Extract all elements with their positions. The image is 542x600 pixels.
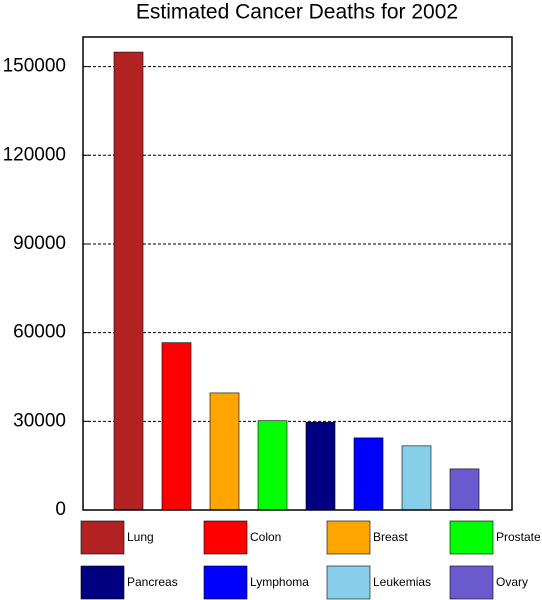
y-tick-label: 30000 xyxy=(13,410,66,431)
legend-swatch xyxy=(203,520,248,555)
legend-swatch xyxy=(449,565,494,600)
legend-swatch xyxy=(80,565,125,600)
bar xyxy=(353,437,384,511)
chart-title: Estimated Cancer Deaths for 2002 xyxy=(136,1,458,24)
y-tick-label: 120000 xyxy=(3,144,66,165)
legend-label: Lung xyxy=(127,530,154,544)
bar xyxy=(161,342,192,511)
legend-label: Pancreas xyxy=(127,575,178,589)
legend-label: Leukemias xyxy=(373,575,431,589)
y-tick-label: 90000 xyxy=(13,233,66,254)
legend-label: Lymphoma xyxy=(250,575,309,589)
legend-swatch xyxy=(326,520,371,555)
y-tick-label: 0 xyxy=(55,499,66,520)
plot-frame xyxy=(82,36,513,511)
legend-swatch xyxy=(449,520,494,555)
bar xyxy=(401,445,432,511)
legend-swatch xyxy=(326,565,371,600)
bar xyxy=(257,420,288,511)
legend-label: Breast xyxy=(373,530,408,544)
y-tick-label: 60000 xyxy=(13,322,66,343)
bar xyxy=(449,468,480,511)
legend-swatch xyxy=(203,565,248,600)
bar xyxy=(113,51,144,511)
legend-label: Colon xyxy=(250,530,281,544)
y-tick-label: 150000 xyxy=(3,56,66,77)
legend-label: Ovary xyxy=(496,575,528,589)
bar xyxy=(305,421,336,511)
legend-label: Prostate xyxy=(496,530,541,544)
bar xyxy=(209,392,240,511)
legend-swatch xyxy=(80,520,125,555)
